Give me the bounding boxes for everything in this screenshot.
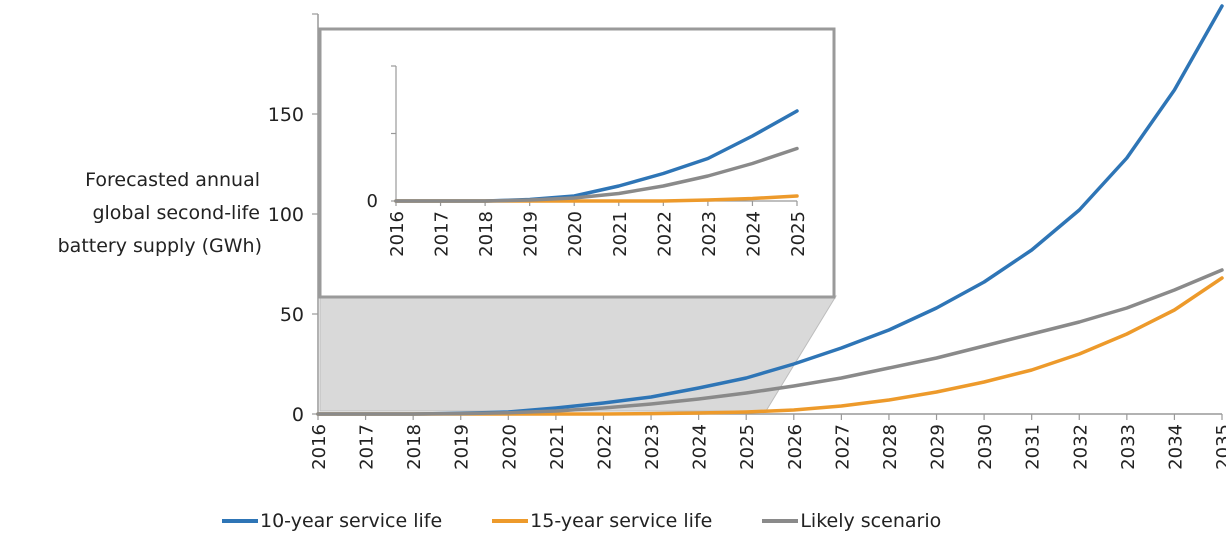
main-x-tick-label-2025: 2025 (737, 424, 758, 470)
main-y-tick-label-100: 100 (268, 204, 304, 226)
main-y-tick-labels: 0 50 100 150 (268, 104, 304, 426)
legend-label-15-year: 15-year service life (530, 510, 713, 532)
main-x-tick-label-2016: 2016 (309, 424, 330, 470)
legend-item-10-year: 10-year service life (222, 510, 442, 532)
inset-x-tick-label-2024: 2024 (743, 211, 764, 257)
inset-y-tick-labels: 0 (367, 191, 378, 212)
legend-swatch-likely (762, 519, 799, 523)
main-x-tick-label-2035: 2035 (1213, 424, 1226, 470)
main-x-tick-label-2034: 2034 (1165, 424, 1186, 470)
inset-x-tick-label-2022: 2022 (654, 211, 675, 257)
y-axis-title-line-2: global second-life (92, 202, 260, 224)
legend-item-15-year: 15-year service life (492, 510, 712, 532)
y-axis-title-line-1: Forecasted annual (85, 169, 260, 191)
main-y-tick-label-0: 0 (292, 404, 304, 426)
main-x-tick-label-2019: 2019 (452, 424, 473, 470)
inset-series (394, 109, 799, 203)
main-x-tick-label-2017: 2017 (357, 424, 378, 470)
inset-x-tick-label-2023: 2023 (699, 211, 720, 257)
main-x-tick-label-2023: 2023 (642, 424, 663, 470)
main-series (316, 4, 1224, 416)
inset-series-line-likely-scenario (394, 146, 799, 203)
legend-label-likely: Likely scenario (800, 510, 942, 532)
inset-x-tick-labels: 2016 2017 2018 2019 2020 2021 2022 2023 2024 2025 (387, 211, 809, 257)
main-y-tick-label-150: 150 (268, 104, 304, 126)
legend-swatch-15-year (492, 519, 529, 523)
legend: 10-year service life 15-year service lif… (222, 510, 941, 532)
main-x-tick-label-2033: 2033 (1118, 424, 1139, 470)
main-x-tick-label-2024: 2024 (690, 424, 711, 470)
y-axis-title-line-3: battery supply (GWh) (57, 235, 262, 257)
main-x-tick-label-2029: 2029 (928, 424, 949, 470)
main-x-tick-label-2030: 2030 (975, 424, 996, 470)
inset-x-tick-label-2020: 2020 (565, 211, 586, 257)
zoom-connector (319, 295, 837, 412)
main-x-tick-label-2032: 2032 (1070, 424, 1091, 470)
inset-ticks (391, 65, 798, 206)
main-x-tick-label-2026: 2026 (785, 424, 806, 470)
legend-swatch-10-year (222, 519, 258, 523)
inset-x-tick-label-2017: 2017 (432, 211, 453, 257)
legend-item-likely: Likely scenario (762, 510, 941, 532)
inset-x-tick-label-2016: 2016 (387, 211, 408, 257)
inset-x-tick-label-2021: 2021 (610, 211, 631, 257)
inset-x-tick-label-2025: 2025 (788, 211, 809, 257)
inset-y-tick-label-0: 0 (367, 191, 378, 212)
inset-x-tick-label-2018: 2018 (476, 211, 497, 257)
inset-x-tick-label-2019: 2019 (521, 211, 542, 257)
main-x-tick-label-2027: 2027 (832, 424, 853, 470)
legend-label-10-year: 10-year service life (260, 510, 443, 532)
main-x-tick-labels: 2016 2017 2018 2019 2020 2021 2022 2023 2024 2025… (309, 424, 1226, 470)
main-x-tick-label-2031: 2031 (1023, 424, 1044, 470)
inset-chart: 2016 2017 2018 2019 2020 2021 2022 2023 2024 2025… (318, 27, 836, 299)
main-x-tick-label-2028: 2028 (880, 424, 901, 470)
main-x-tick-label-2022: 2022 (594, 424, 615, 470)
main-x-tick-label-2021: 2021 (547, 424, 568, 470)
main-x-tick-label-2020: 2020 (499, 424, 520, 470)
main-y-tick-label-50: 50 (280, 304, 304, 326)
main-x-tick-label-2018: 2018 (404, 424, 425, 470)
main-series-line-likely-scenario (316, 268, 1224, 416)
